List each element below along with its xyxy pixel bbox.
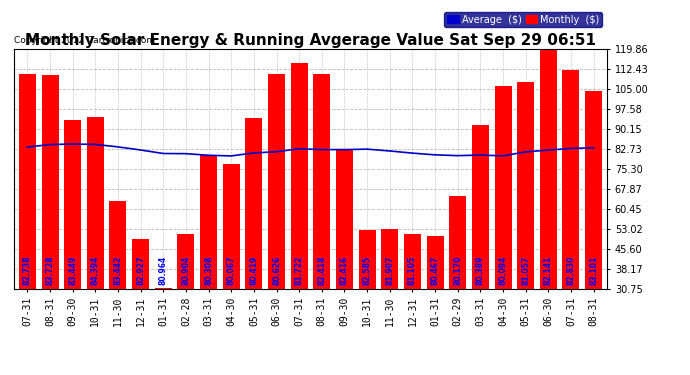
Bar bbox=[110, 201, 126, 372]
Bar bbox=[562, 70, 580, 372]
Text: 80.308: 80.308 bbox=[204, 255, 213, 285]
Text: 83.442: 83.442 bbox=[113, 255, 123, 285]
Bar bbox=[87, 117, 104, 372]
Text: 83.449: 83.449 bbox=[68, 255, 77, 285]
Text: 80.964: 80.964 bbox=[159, 255, 168, 285]
Text: 80.170: 80.170 bbox=[453, 255, 462, 285]
Text: 82.738: 82.738 bbox=[23, 255, 32, 285]
Bar bbox=[382, 229, 398, 372]
Text: 81.105: 81.105 bbox=[408, 256, 417, 285]
Text: 83.728: 83.728 bbox=[46, 255, 55, 285]
Text: 81.057: 81.057 bbox=[521, 255, 530, 285]
Text: 84.394: 84.394 bbox=[91, 255, 100, 285]
Text: 82.585: 82.585 bbox=[363, 256, 372, 285]
Text: 83.101: 83.101 bbox=[589, 255, 598, 285]
Text: 80.626: 80.626 bbox=[272, 255, 281, 285]
Bar bbox=[132, 239, 149, 372]
Bar bbox=[64, 120, 81, 372]
Text: 81.722: 81.722 bbox=[295, 255, 304, 285]
Bar bbox=[155, 288, 172, 372]
Bar bbox=[495, 86, 511, 372]
Text: 82.927: 82.927 bbox=[136, 255, 145, 285]
Text: 80.094: 80.094 bbox=[498, 255, 508, 285]
Text: 82.830: 82.830 bbox=[566, 255, 575, 285]
Text: 80.067: 80.067 bbox=[227, 255, 236, 285]
Bar bbox=[268, 74, 285, 372]
Bar bbox=[313, 74, 331, 372]
Text: 82.141: 82.141 bbox=[544, 255, 553, 285]
Bar bbox=[336, 150, 353, 372]
Text: 81.907: 81.907 bbox=[385, 255, 394, 285]
Text: 82.418: 82.418 bbox=[317, 255, 326, 285]
Title: Monthly Solar Energy & Running Avgerage Value Sat Sep 29 06:51: Monthly Solar Energy & Running Avgerage … bbox=[25, 33, 596, 48]
Text: 82.416: 82.416 bbox=[340, 255, 349, 285]
Bar bbox=[540, 45, 557, 372]
Legend: Average  ($), Monthly  ($): Average ($), Monthly ($) bbox=[444, 12, 602, 27]
Text: Copyright 2012 Cartronics.com: Copyright 2012 Cartronics.com bbox=[14, 36, 155, 45]
Bar bbox=[41, 75, 59, 372]
Bar bbox=[404, 234, 421, 372]
Text: 80.419: 80.419 bbox=[249, 255, 258, 285]
Bar bbox=[518, 82, 534, 372]
Text: 80.467: 80.467 bbox=[431, 255, 440, 285]
Bar bbox=[19, 74, 36, 372]
Bar bbox=[177, 234, 195, 372]
Bar bbox=[290, 63, 308, 372]
Bar bbox=[246, 118, 262, 372]
Text: 80.389: 80.389 bbox=[476, 255, 485, 285]
Bar bbox=[472, 125, 489, 372]
Bar bbox=[426, 236, 444, 372]
Bar bbox=[200, 155, 217, 372]
Bar bbox=[585, 91, 602, 372]
Bar bbox=[223, 164, 239, 372]
Text: 80.904: 80.904 bbox=[181, 255, 190, 285]
Bar bbox=[359, 230, 375, 372]
Bar bbox=[449, 196, 466, 372]
